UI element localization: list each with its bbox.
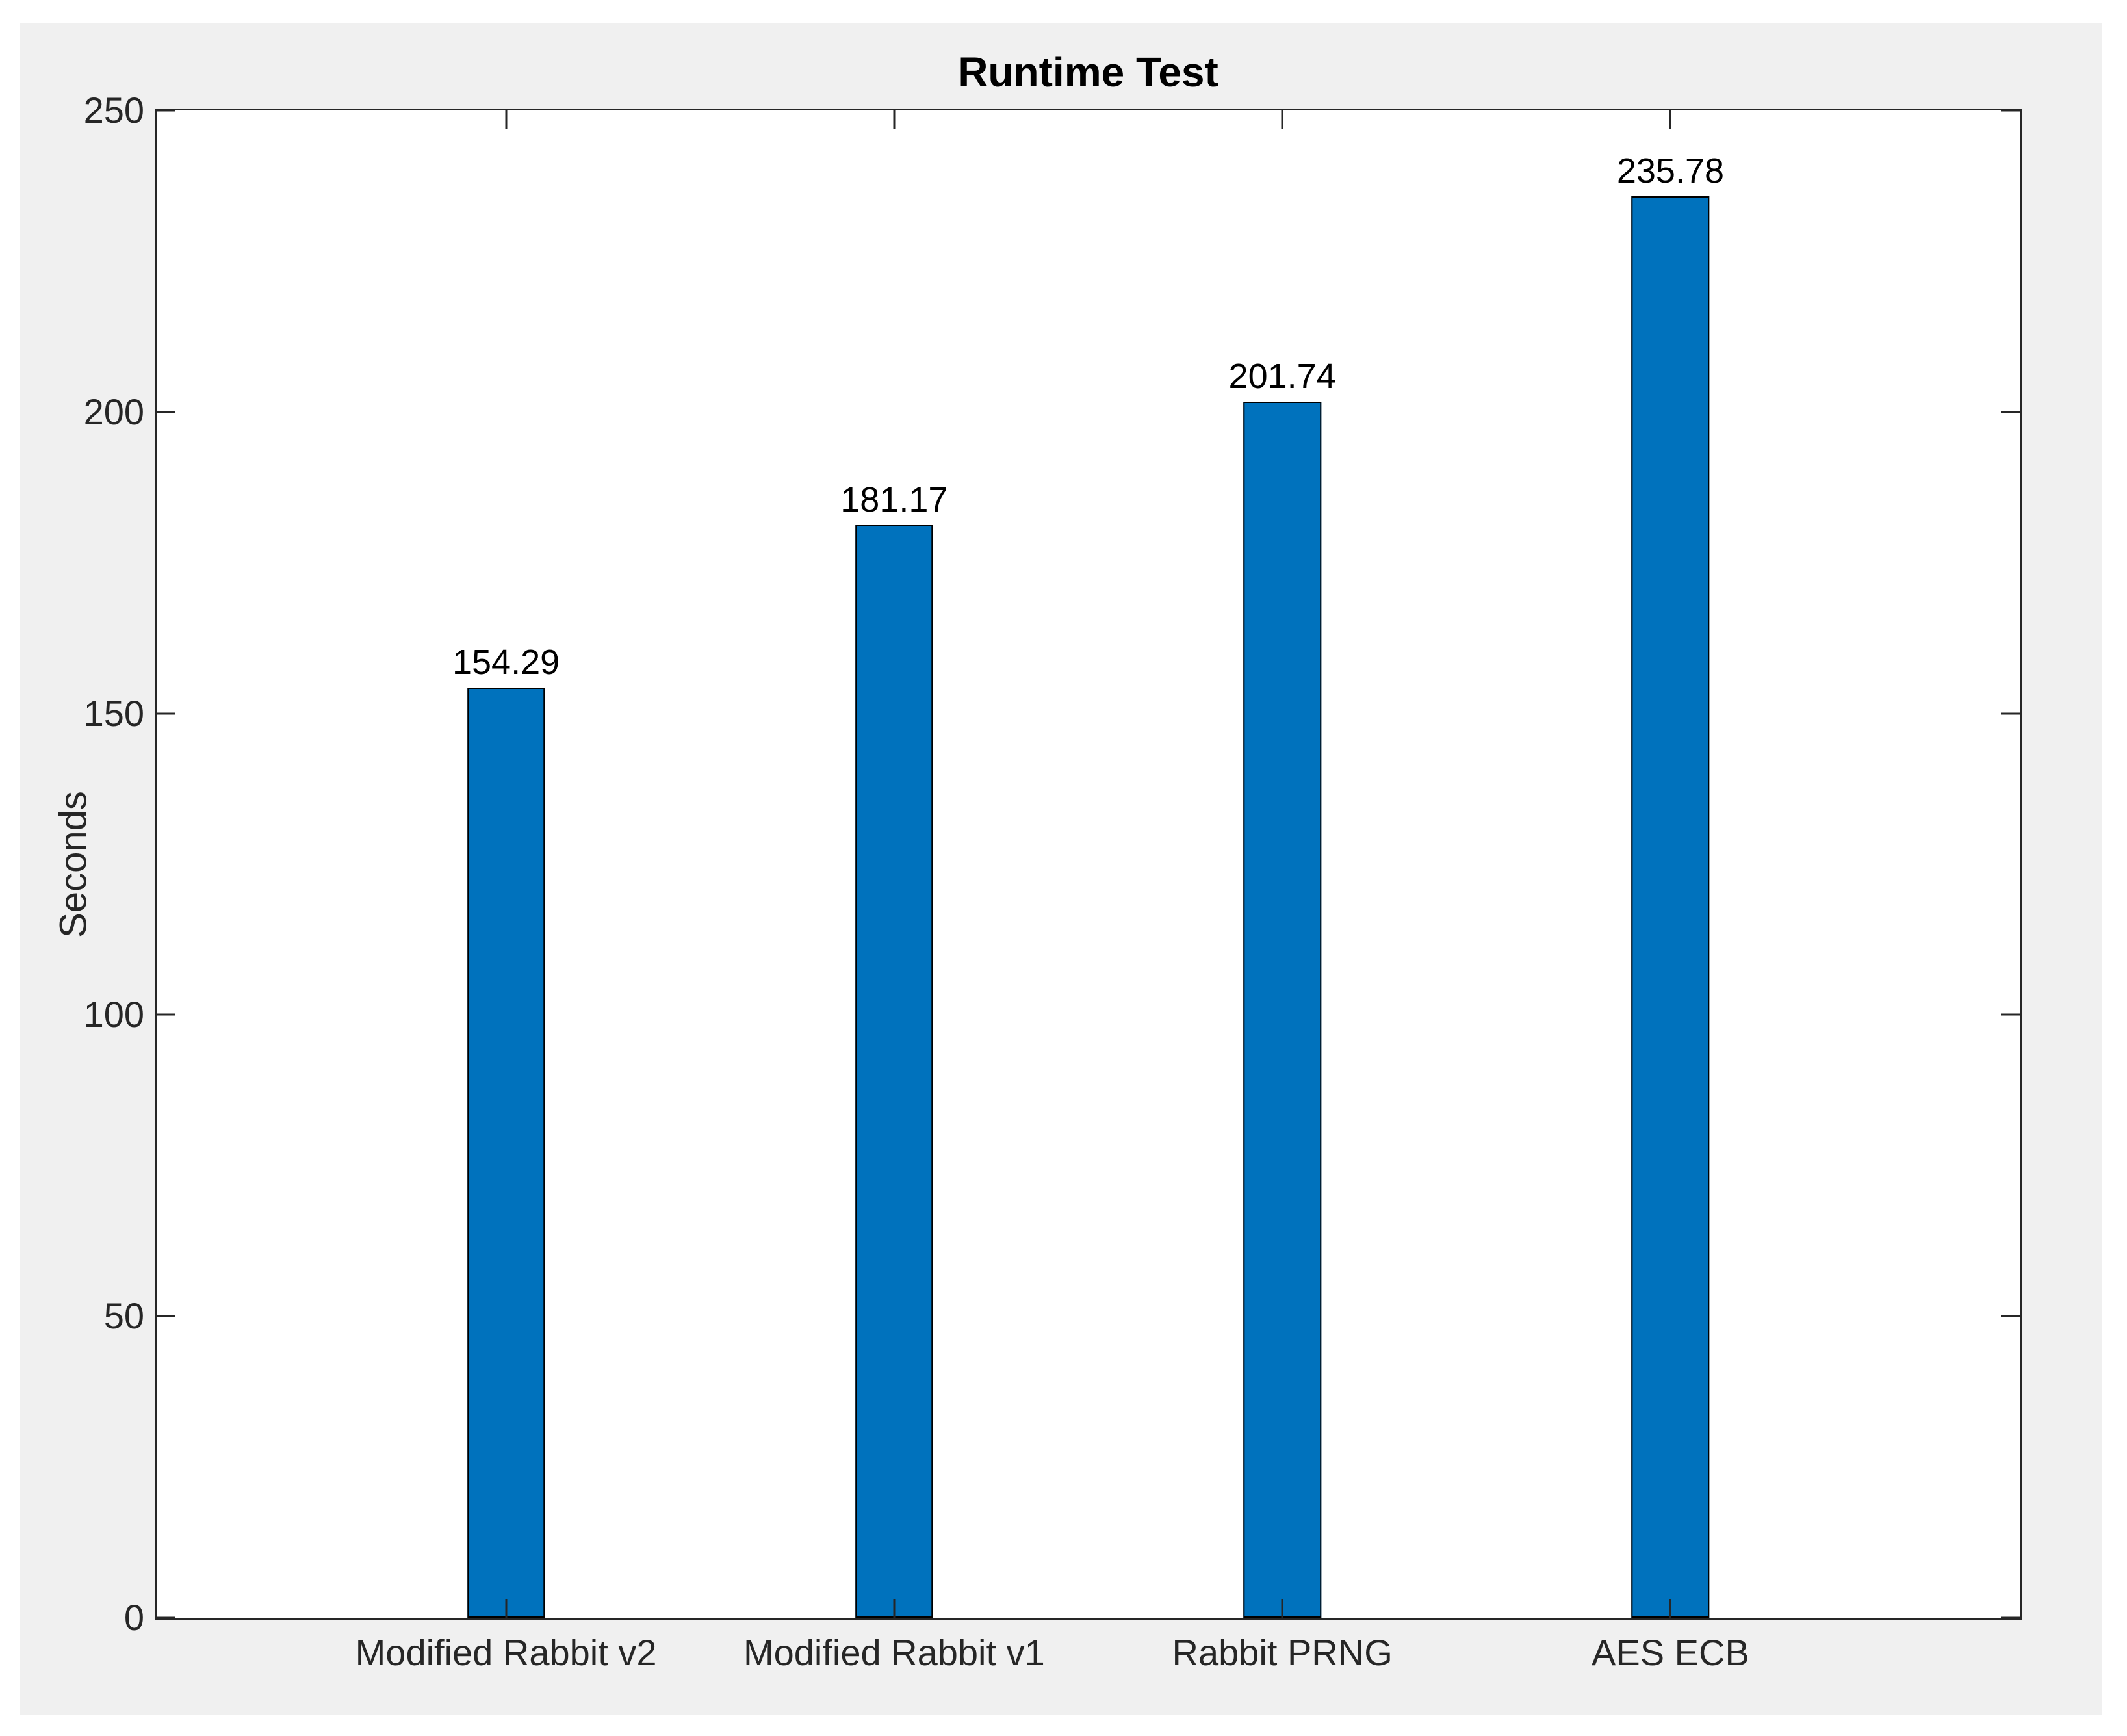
plot-area: Runtime Test Seconds 0 50 100 150 200 250 154.… — [53, 49, 2022, 1671]
bar-value-label: 154.29 — [452, 642, 560, 682]
x-tick-mark-bottom — [1669, 1599, 1671, 1618]
bar-value-label: 235.78 — [1616, 151, 1725, 190]
y-tick-mark-right — [2001, 411, 2020, 413]
x-tick-mark-top — [505, 110, 508, 129]
y-tick-label: 150 — [83, 692, 144, 734]
y-tick-label: 50 — [103, 1295, 144, 1337]
x-category-label: Rabbit PRNG — [1172, 1632, 1393, 1673]
x-tick-mark-bottom — [505, 1599, 508, 1618]
x-tick-mark-top — [893, 110, 896, 129]
bar — [1243, 401, 1321, 1618]
y-tick-mark-right — [2001, 1315, 2020, 1317]
y-tick-mark-right — [2001, 1013, 2020, 1016]
x-category-label: AES ECB — [1592, 1632, 1749, 1673]
y-tick-label: 250 — [83, 90, 144, 131]
bar-value-label: 201.74 — [1228, 356, 1336, 396]
x-tick-mark-bottom — [1281, 1599, 1283, 1618]
chart-title: Runtime Test — [958, 49, 1218, 96]
y-tick-mark-right — [2001, 109, 2020, 112]
y-tick-mark-left — [157, 1315, 175, 1317]
x-tick-mark-bottom — [893, 1599, 896, 1618]
y-tick-mark-left — [157, 1013, 175, 1016]
bar — [1631, 196, 1710, 1618]
y-tick-mark-right — [2001, 1616, 2020, 1619]
y-tick-mark-left — [157, 712, 175, 715]
bar — [855, 525, 933, 1618]
y-tick-mark-left — [157, 411, 175, 413]
bar-value-label: 181.17 — [840, 480, 948, 520]
x-category-label: Modified Rabbit v1 — [743, 1632, 1045, 1673]
y-tick-mark-left — [157, 1616, 175, 1619]
y-tick-label: 200 — [83, 391, 144, 432]
y-tick-label: 100 — [83, 994, 144, 1035]
x-tick-mark-top — [1281, 110, 1283, 129]
y-axis-label: Seconds — [52, 790, 95, 938]
y-tick-mark-right — [2001, 712, 2020, 715]
figure-background: Runtime Test Seconds 0 50 100 150 200 250 154.… — [20, 23, 2102, 1715]
bar — [467, 687, 545, 1618]
y-tick-mark-left — [157, 109, 175, 112]
y-tick-label: 0 — [123, 1597, 144, 1638]
x-category-label: Modified Rabbit v2 — [355, 1632, 657, 1673]
x-tick-mark-top — [1669, 110, 1671, 129]
